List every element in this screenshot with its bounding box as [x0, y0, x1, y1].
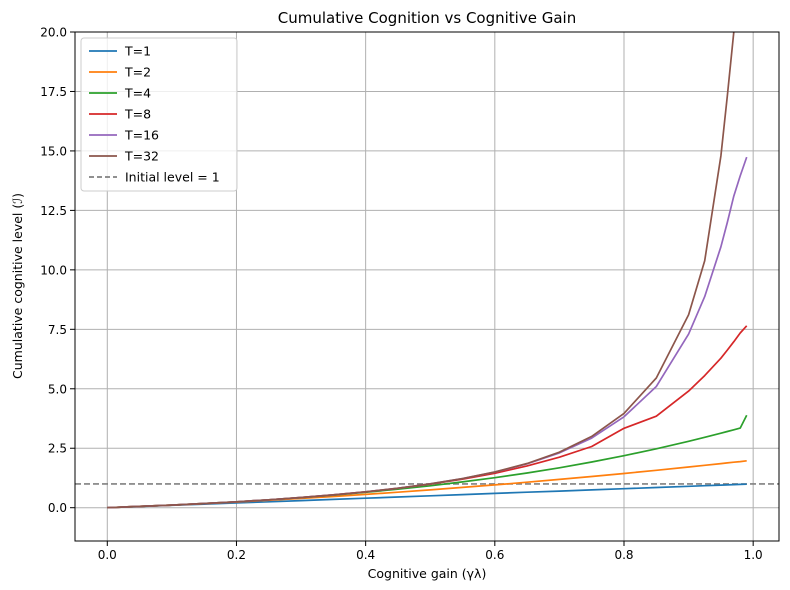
- x-axis-ticks: 0.0 0.2 0.4 0.6 0.8 1.0: [98, 541, 763, 562]
- y-tick-label: 17.5: [40, 85, 67, 99]
- legend: T=1 T=2 T=4 T=8 T=16 T=32 Initial level = 1: [80, 37, 238, 192]
- y-tick-label: 7.5: [48, 323, 67, 337]
- legend-label: T=2: [124, 65, 151, 80]
- y-tick-label: 5.0: [48, 382, 67, 396]
- y-tick-label: 12.5: [40, 204, 67, 218]
- x-tick-label: 1.0: [744, 548, 763, 562]
- x-tick-label: 0.2: [227, 548, 246, 562]
- legend-label: T=32: [124, 149, 159, 164]
- y-tick-label: 10.0: [40, 263, 67, 277]
- y-tick-label: 2.5: [48, 442, 67, 456]
- legend-label: T=1: [124, 44, 151, 59]
- x-tick-label: 0.6: [485, 548, 504, 562]
- legend-label: T=16: [124, 128, 159, 143]
- series-line: [107, 32, 735, 509]
- x-axis-label: Cognitive gain (γλ): [368, 566, 487, 581]
- plot-frame: [74, 31, 780, 542]
- series-line: [107, 483, 747, 509]
- legend-label: T=8: [124, 107, 151, 122]
- legend-box: [80, 37, 238, 192]
- plot-lines: [75, 32, 779, 509]
- y-tick-label: 20.0: [40, 26, 67, 40]
- y-axis-label: Cumulative cognitive level (ℐ): [10, 193, 25, 379]
- x-tick-label: 0.8: [614, 548, 633, 562]
- y-tick-label: 0.0: [48, 501, 67, 515]
- x-tick-label: 0.4: [356, 548, 375, 562]
- legend-label: T=4: [124, 86, 151, 101]
- y-tick-label: 15.0: [40, 144, 67, 158]
- y-axis-ticks: 0.0 2.5 5.0 7.5 10.0 12.5 15.0 17.5 20.0: [40, 26, 75, 515]
- legend-label: Initial level = 1: [125, 170, 220, 185]
- chart-title: Cumulative Cognition vs Cognitive Gain: [278, 9, 576, 27]
- x-tick-label: 0.0: [98, 548, 117, 562]
